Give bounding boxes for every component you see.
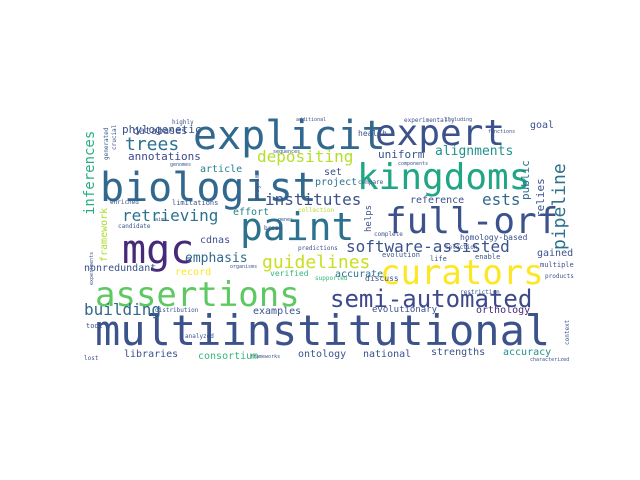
word: health xyxy=(358,129,387,138)
word: framework xyxy=(99,207,110,262)
word: orthology xyxy=(476,305,531,316)
word: retrieving xyxy=(122,206,219,225)
word: strengths xyxy=(431,347,486,358)
word: program xyxy=(254,174,261,200)
word: enable xyxy=(475,253,501,261)
word: multiinstitutional xyxy=(95,306,551,355)
word: accuracy xyxy=(503,347,552,358)
word: mgc xyxy=(122,227,195,273)
word: functions xyxy=(488,129,516,135)
word: alignments xyxy=(435,144,514,159)
word: relies xyxy=(534,178,547,218)
word: kingdoms xyxy=(357,157,531,198)
word: homology-based xyxy=(460,233,528,242)
word: compare xyxy=(358,179,384,186)
word: experiments xyxy=(89,251,95,285)
word: genes xyxy=(278,217,294,223)
word: tool xyxy=(86,322,103,330)
word: software-assisted xyxy=(346,237,510,256)
word: verified xyxy=(270,269,309,278)
word: supported xyxy=(315,275,348,282)
word: organisms xyxy=(230,264,258,270)
word: phylogenetic xyxy=(122,123,202,136)
word: sequences xyxy=(273,149,301,155)
word: assertions xyxy=(95,275,300,315)
word: project xyxy=(315,177,358,188)
word: guidelines xyxy=(262,252,371,273)
word: components xyxy=(398,161,429,167)
word: reference xyxy=(410,195,465,206)
word: pipeline xyxy=(549,163,570,250)
word: selection xyxy=(445,244,478,251)
word: predictions xyxy=(298,245,338,252)
word: biologist xyxy=(100,165,317,211)
word: limitations xyxy=(172,199,219,207)
word: aims xyxy=(155,217,168,223)
word: goal xyxy=(530,120,555,131)
word: context xyxy=(564,319,571,345)
word: multiple xyxy=(540,261,574,269)
word: expert xyxy=(375,113,506,154)
word: examples xyxy=(253,306,302,317)
word: institutes xyxy=(265,190,362,209)
word: emphasis xyxy=(185,251,248,266)
word: experimentally xyxy=(404,117,455,124)
word: evolution xyxy=(382,251,420,259)
word: databases xyxy=(133,126,188,137)
word: record xyxy=(175,267,212,278)
word: inferences xyxy=(82,130,98,215)
word: evolutionary xyxy=(372,305,438,315)
word: depositing xyxy=(257,147,354,166)
word: highly xyxy=(172,119,194,126)
word: full-orf xyxy=(385,201,559,242)
word: explicit xyxy=(193,113,386,159)
word: additional xyxy=(296,117,327,123)
word: effort xyxy=(233,207,270,218)
word: frameworks xyxy=(250,354,281,360)
word: trees xyxy=(125,134,180,155)
word: uniform xyxy=(378,148,425,161)
word: set xyxy=(324,167,343,178)
word: accurate xyxy=(335,269,384,280)
word: collection xyxy=(298,207,335,214)
word: public xyxy=(519,160,532,200)
word: helps xyxy=(364,204,374,232)
word: consortium xyxy=(198,351,259,362)
word: building xyxy=(84,300,162,319)
word: products xyxy=(545,273,574,280)
word: candidate xyxy=(118,223,151,230)
word: cdnas xyxy=(200,235,231,246)
word: enriched xyxy=(110,199,139,206)
word: curators xyxy=(380,253,544,293)
word: genomes xyxy=(170,162,192,168)
word: libraries xyxy=(124,349,179,360)
word: ests xyxy=(482,190,521,209)
word: gained xyxy=(537,248,574,259)
word: distribution xyxy=(155,307,199,314)
word: characterized xyxy=(530,357,570,363)
word: article xyxy=(200,164,243,175)
word: including xyxy=(445,117,473,123)
word: nonredundant xyxy=(84,263,157,274)
word: semi-automated xyxy=(330,285,533,313)
word: national xyxy=(363,349,412,360)
word: generated xyxy=(103,127,110,160)
word: analyzed xyxy=(185,333,214,340)
word: annotations xyxy=(128,150,201,163)
word: lost xyxy=(84,355,99,362)
word: ontology xyxy=(298,349,347,360)
word: crucial xyxy=(111,124,118,150)
word: paint xyxy=(240,205,355,249)
word: life xyxy=(430,255,447,263)
word: discuss xyxy=(365,274,399,283)
word: broad xyxy=(264,225,283,232)
word: complete xyxy=(374,231,403,238)
word: restriction xyxy=(460,289,500,296)
